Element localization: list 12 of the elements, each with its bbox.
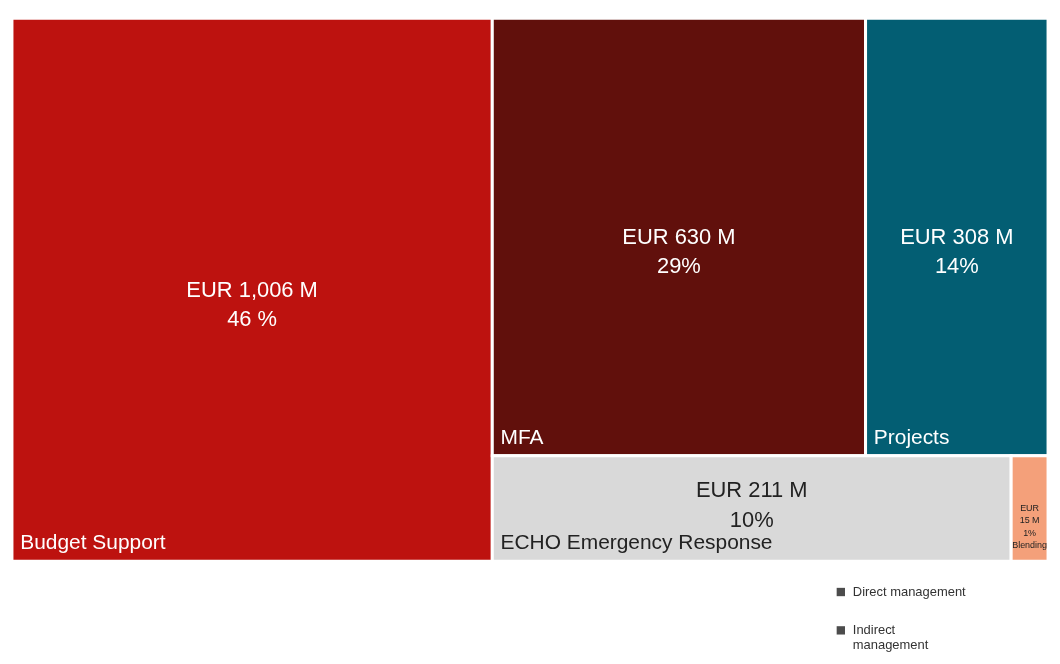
- data-label: EUR 1,006 M 46 %: [186, 276, 318, 332]
- category-label: Budget Support: [20, 530, 166, 553]
- category-label: ECHO Emergency Response: [500, 530, 773, 553]
- data-label: EUR 15 M 1%: [1019, 503, 1040, 538]
- category-label: Projects: [873, 424, 950, 448]
- data-label: EUR 308 M 14%: [900, 223, 1014, 279]
- text: Indirect management: [852, 622, 929, 653]
- data-label: EUR 211 M 10%: [695, 477, 808, 533]
- category-label: Blending: [1012, 539, 1048, 550]
- category-label: MFA: [500, 424, 544, 448]
- text: Direct management: [852, 583, 967, 599]
- data-label: EUR 630 M 29%: [622, 223, 736, 279]
